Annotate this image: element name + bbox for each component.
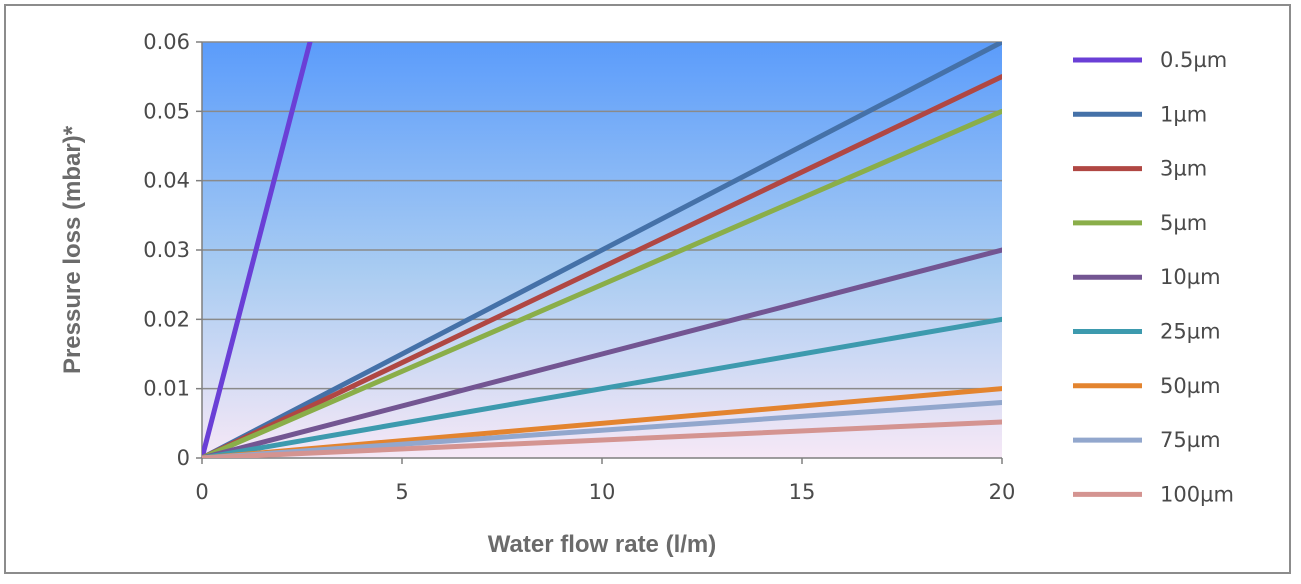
y-tick-label: 0 <box>177 446 190 470</box>
series-line <box>202 108 1002 458</box>
y-tick-label: 0.01 <box>143 377 190 401</box>
y-tick-label: 0.06 <box>143 30 190 54</box>
x-tick-label: 10 <box>589 480 616 504</box>
legend-label: 100µm <box>1160 482 1234 506</box>
x-tick-labels: 0 5 10 15 20 <box>195 480 1015 504</box>
y-tick-labels: 0 0.01 0.02 0.03 0.04 0.05 0.06 <box>143 30 190 470</box>
legend-label: 3µm <box>1160 157 1207 181</box>
y-tick-label: 0.02 <box>143 307 190 331</box>
legend-label: 10µm <box>1160 265 1221 289</box>
legend: 0.5µm 1µm 3µm 5µm 10µm 25µm 50µm 75µm 100µm <box>1073 48 1234 506</box>
axes <box>196 41 1003 464</box>
series-line <box>202 74 1002 458</box>
legend-label: 75µm <box>1160 428 1221 452</box>
y-tick-label: 0.03 <box>143 238 190 262</box>
series-line <box>202 400 1002 458</box>
x-tick-label: 0 <box>195 480 208 504</box>
legend-label: 5µm <box>1160 211 1207 235</box>
y-tick-label: 0.04 <box>143 169 190 193</box>
y-tick-label: 0.05 <box>143 99 190 123</box>
legend-label: 50µm <box>1160 374 1221 398</box>
series-lines <box>202 42 1002 458</box>
series-line <box>202 247 1002 458</box>
x-tick-label: 5 <box>395 480 408 504</box>
y-axis-title: Pressure loss (mbar)* <box>59 125 86 374</box>
x-tick-label: 20 <box>989 480 1016 504</box>
series-line <box>202 42 1002 458</box>
series-line <box>202 316 1002 458</box>
legend-label: 0.5µm <box>1160 48 1227 72</box>
x-axis-title: Water flow rate (l/m) <box>488 531 716 558</box>
legend-label: 25µm <box>1160 320 1221 344</box>
series-line <box>202 419 1002 458</box>
series-line <box>202 42 313 458</box>
x-tick-label: 15 <box>789 480 816 504</box>
legend-label: 1µm <box>1160 102 1207 126</box>
